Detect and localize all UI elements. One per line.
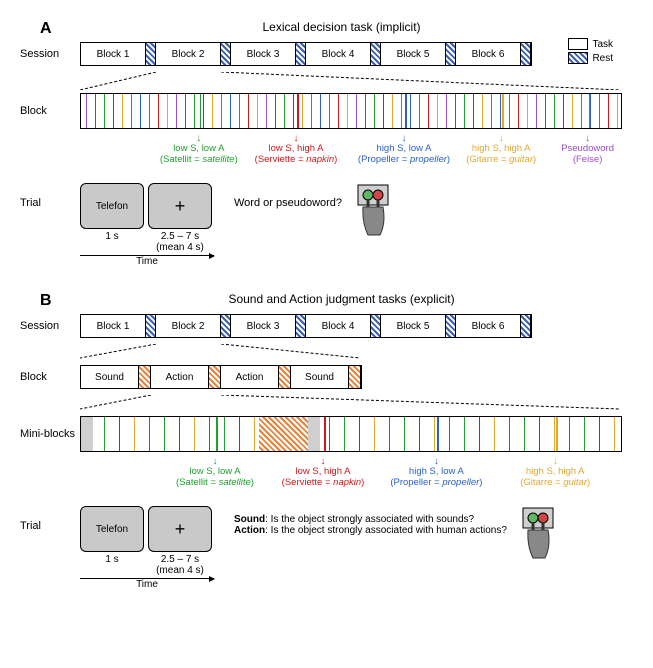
panel-a: A Lexical decision task (implicit) Task …: [20, 20, 633, 267]
legend-task-text: Task: [592, 39, 613, 50]
rest-block: [296, 43, 306, 65]
zoom-lines-a: [80, 72, 620, 90]
miniblock: Sound: [291, 366, 349, 388]
panel-b-title: Sound and Action judgment tasks (explici…: [50, 292, 633, 306]
stim-dur-b: 1 s: [80, 554, 144, 576]
condition-lowShighA: ↓low S, high A(Serviette = napkin): [273, 458, 373, 488]
panel-a-title: Lexical decision task (implicit): [50, 20, 633, 34]
session-block: Block 3: [231, 43, 296, 65]
session-strip-a: Block 1 Block 2 Block 3 Block 4 Block 5 Block…: [80, 42, 532, 66]
miniblock: Action: [221, 366, 279, 388]
rest-block: [221, 315, 231, 337]
session-label: Session: [20, 48, 80, 60]
time-arrow-b: [80, 578, 214, 579]
hand-icon-a: [348, 183, 406, 239]
condition-lowSlowA: ↓low S, low A(Satellit = satellite): [165, 458, 265, 488]
rest-block: [296, 315, 306, 337]
legend-task-box: [568, 38, 588, 50]
miniblock: Action: [151, 366, 209, 388]
miniblock-rest: [209, 366, 221, 388]
rest-block: [521, 43, 531, 65]
rest-block: [371, 43, 381, 65]
time-arrow-a: [80, 255, 214, 256]
panel-b: B Sound and Action judgment tasks (expli…: [20, 292, 633, 590]
miniblock-rest: [139, 366, 151, 388]
block-label-a: Block: [20, 105, 80, 117]
condition-lowShighA: ↓low S, high A(Serviette = napkin): [246, 135, 346, 165]
miniblock-strip-b: Sound Action Action Sound: [80, 365, 362, 389]
session-strip-b: Block 1 Block 2 Block 3 Block 4 Block 5 Block…: [80, 314, 532, 338]
session-block: Block 6: [456, 43, 521, 65]
session-label-b: Session: [20, 320, 80, 332]
time-label-b: Time: [80, 579, 214, 590]
trial-label-b: Trial: [20, 506, 80, 532]
condition-highSlowA: ↓high S, low A(Propeller = propeller): [354, 135, 454, 165]
condition-labels-b: ↓low S, low A(Satellit = satellite) ↓low …: [80, 458, 620, 500]
hand-icon-b: [513, 506, 571, 562]
rest-block: [146, 315, 156, 337]
panel-b-label: B: [40, 292, 52, 310]
panel-a-label: A: [40, 20, 52, 38]
rest-block: [446, 43, 456, 65]
condition-pseudo: ↓Pseudoword(Feise): [538, 135, 638, 165]
zoom-lines-b2: [80, 395, 620, 413]
session-block: Block 2: [156, 315, 221, 337]
time-label-a: Time: [80, 256, 214, 267]
rest-block: [371, 315, 381, 337]
rest-block: [446, 315, 456, 337]
session-block: Block 5: [381, 315, 446, 337]
fixation-box-a: +: [148, 183, 212, 229]
session-block: Block 6: [456, 315, 521, 337]
trial-strip-b: [80, 416, 622, 452]
session-block: Block 5: [381, 43, 446, 65]
trial-strip-a: [80, 93, 622, 129]
legend-rest-box: [568, 52, 588, 64]
block-label-b: Block: [20, 371, 80, 383]
rest-block: [221, 43, 231, 65]
stim-dur-a: 1 s: [80, 231, 144, 253]
miniblock-rest: [349, 366, 361, 388]
session-block: Block 2: [156, 43, 221, 65]
question-a: Word or pseudoword?: [234, 183, 342, 209]
rest-block: [146, 43, 156, 65]
session-block: Block 1: [81, 43, 146, 65]
stimulus-box-b: Telefon: [80, 506, 144, 552]
fixation-box-b: +: [148, 506, 212, 552]
condition-lowSlowA: ↓low S, low A(Satellit = satellite): [149, 135, 249, 165]
stimulus-box-a: Telefon: [80, 183, 144, 229]
miniblock: Sound: [81, 366, 139, 388]
question-b: Sound: Is the object strongly associated…: [234, 506, 507, 536]
session-block: Block 4: [306, 315, 371, 337]
miniblock-rest: [279, 366, 291, 388]
condition-highShighA: ↓high S, high A(Gitarre = guitar): [451, 135, 551, 165]
condition-highShighA: ↓high S, high A(Gitarre = guitar): [505, 458, 605, 488]
zoom-lines-b1: [80, 344, 620, 362]
miniblocks-label-b: Mini-blocks: [20, 428, 80, 440]
condition-highSlowA: ↓high S, low A(Propeller = propeller): [386, 458, 486, 488]
session-block: Block 3: [231, 315, 296, 337]
isi-a: 2.5 – 7 s(mean 4 s): [148, 231, 212, 253]
isi-b: 2.5 – 7 s(mean 4 s): [148, 554, 212, 576]
session-block: Block 1: [81, 315, 146, 337]
rest-block: [521, 315, 531, 337]
legend: Task Rest: [568, 38, 613, 66]
condition-labels-a: ↓low S, low A(Satellit = satellite)↓low …: [80, 135, 620, 177]
trial-label-a: Trial: [20, 183, 80, 209]
legend-rest-text: Rest: [592, 53, 613, 64]
session-block: Block 4: [306, 43, 371, 65]
